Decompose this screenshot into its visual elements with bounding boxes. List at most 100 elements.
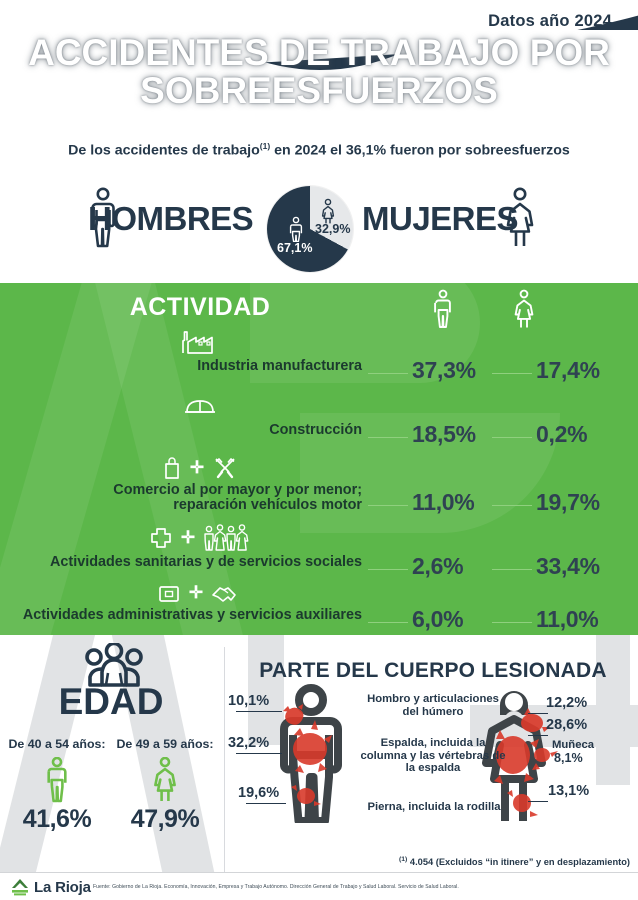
subtitle: De los accidentes de trabajo(1) en 2024 … [0,141,638,159]
year-label: Datos año 2024 [488,12,612,30]
injury-mark [507,790,538,817]
activity-row-label: Construcción [269,422,362,438]
activity-title: ACTIVIDAD [129,293,271,321]
body-part-title: PARTE DEL CUERPO LESIONADA [259,659,607,682]
factory-icon [0,329,400,355]
women-wrist-pct: 8,1% [554,751,583,765]
lower-section: EDAD De 40 a 54 años: 41,6% De 49 a 59 a… [0,635,638,900]
connector-line [368,373,408,374]
activity-women-pct: 33,4% [536,553,600,579]
connector-line [492,505,532,506]
activity-row-label-line1: Comercio al por mayor y por menor; [113,482,362,498]
label-line1: Espalda, incluida la [380,737,486,749]
male-icon [432,289,454,329]
tools-icon [212,455,238,481]
label-line1: Hombro y articulaciones [367,693,499,705]
activity-women-pct: 11,0% [536,606,599,632]
activity-men-pct: 37,3% [412,357,476,383]
medical-cross-icon [149,525,173,551]
injury-mark [293,720,332,773]
connector-line [368,622,408,623]
women-back-pct: 28,6% [546,717,588,733]
women-shoulder-pct: 12,2% [546,695,588,711]
leader-line [528,801,548,802]
people-group-icon [78,643,150,687]
la-rioja-logo: La Rioja [10,877,91,897]
plus-sign: ✛ [188,583,204,602]
leader-line [528,713,548,714]
men-label: HOMBRES [88,200,254,237]
injury-mark [494,730,539,784]
gender-summary: HOMBRES 67,1% 32,9% MUJE [0,172,638,272]
file-box-icon [157,582,181,606]
injury-mark [532,748,558,770]
connector-line [368,437,408,438]
injury-mark [291,785,321,806]
label-line1: Pierna, incluida la rodilla [367,801,501,813]
leader-line [236,753,282,754]
footnote-text: 4.054 (Excluidos “in itinere” y en despl… [407,857,630,868]
activity-men-pct: 11,0% [412,489,475,515]
connector-line [492,373,532,374]
activity-men-pct: 6,0% [412,606,464,632]
age-women-pct: 47,9% [130,805,200,833]
pie-female-icon [321,198,335,224]
footer-bar: La Rioja Fuente: Gobierno de La Rioja. E… [0,872,638,900]
plus-sign: ✛ [189,458,205,477]
connector-line [492,569,532,570]
pie-male-icon [289,216,303,242]
pie-slices [267,186,353,272]
footnote: (1) 4.054 (Excluidos “in itinere” y en d… [399,856,630,867]
connector-line [492,437,532,438]
female-icon [512,289,536,329]
men-back-pct: 32,2% [228,735,270,751]
male-body-figure [280,684,342,823]
body-part-label-back: Espalda, incluida la columna y las vérte… [348,737,518,775]
activity-women-pct: 0,2% [536,421,588,447]
subtitle-text-before: De los accidentes de trabajo [68,142,260,159]
activity-row-label: Industria manufacturera [197,358,362,374]
gender-pie-chart: 67,1% 32,9% [267,186,353,272]
activity-women-pct: 19,7% [536,489,600,515]
watermark-stripe [596,635,630,785]
activity-men-pct: 18,5% [412,421,476,447]
section-divider [224,647,225,877]
watermark-stripe [248,635,284,745]
male-icon [88,186,118,248]
injury-mark [521,708,550,732]
age-men-pct: 41,6% [22,805,92,833]
wrist-label: Muñeca [552,739,595,751]
leader-line [246,803,286,804]
leader-line [528,735,548,736]
connector-line [368,569,408,570]
body-part-label-leg: Pierna, incluida la rodilla [348,801,520,814]
female-icon [112,757,218,803]
handshake-icon [211,582,243,606]
label-line2: del húmero [402,705,464,718]
women-label: MUJERES [362,200,519,237]
age-women-caption: De 49 a 59 años: [116,737,214,751]
rioja-emblem-icon [10,877,30,897]
connector-line [492,622,532,623]
subtitle-footnote-mark: (1) [259,141,271,151]
female-icon [504,186,536,248]
hardhat-icon [0,393,400,419]
female-body-figure [482,691,558,821]
body-part-label-shoulder: Hombro y articulaciones del húmero [356,693,510,718]
header-banner [0,0,638,128]
body-part-block: PARTE DEL CUERPO LESIONADA [228,635,638,900]
footnote-mark: (1) [399,856,408,863]
activity-row-label: Actividades sanitarias y de servicios so… [50,554,362,570]
plus-sign: ✛ [180,528,196,547]
people-group-icon [203,523,251,551]
label-line2: columna y las vértebras de [360,749,506,762]
age-title: EDAD [58,681,164,722]
age-women-column: De 49 a 59 años: 47,9% [112,737,218,834]
page-title-line2: SOBREESFUERZOS [140,70,498,111]
men-pct: 67,1% [277,241,313,255]
age-men-caption: De 40 a 54 años: [8,737,106,751]
activity-row-label-line2: reparación vehículos motor [173,497,362,513]
activity-row-label: Actividades administrativas y servicios … [22,607,362,623]
page-title-line1: ACCIDENTES DE TRABAJO POR [28,32,610,73]
shopping-bag-icon [162,455,182,481]
